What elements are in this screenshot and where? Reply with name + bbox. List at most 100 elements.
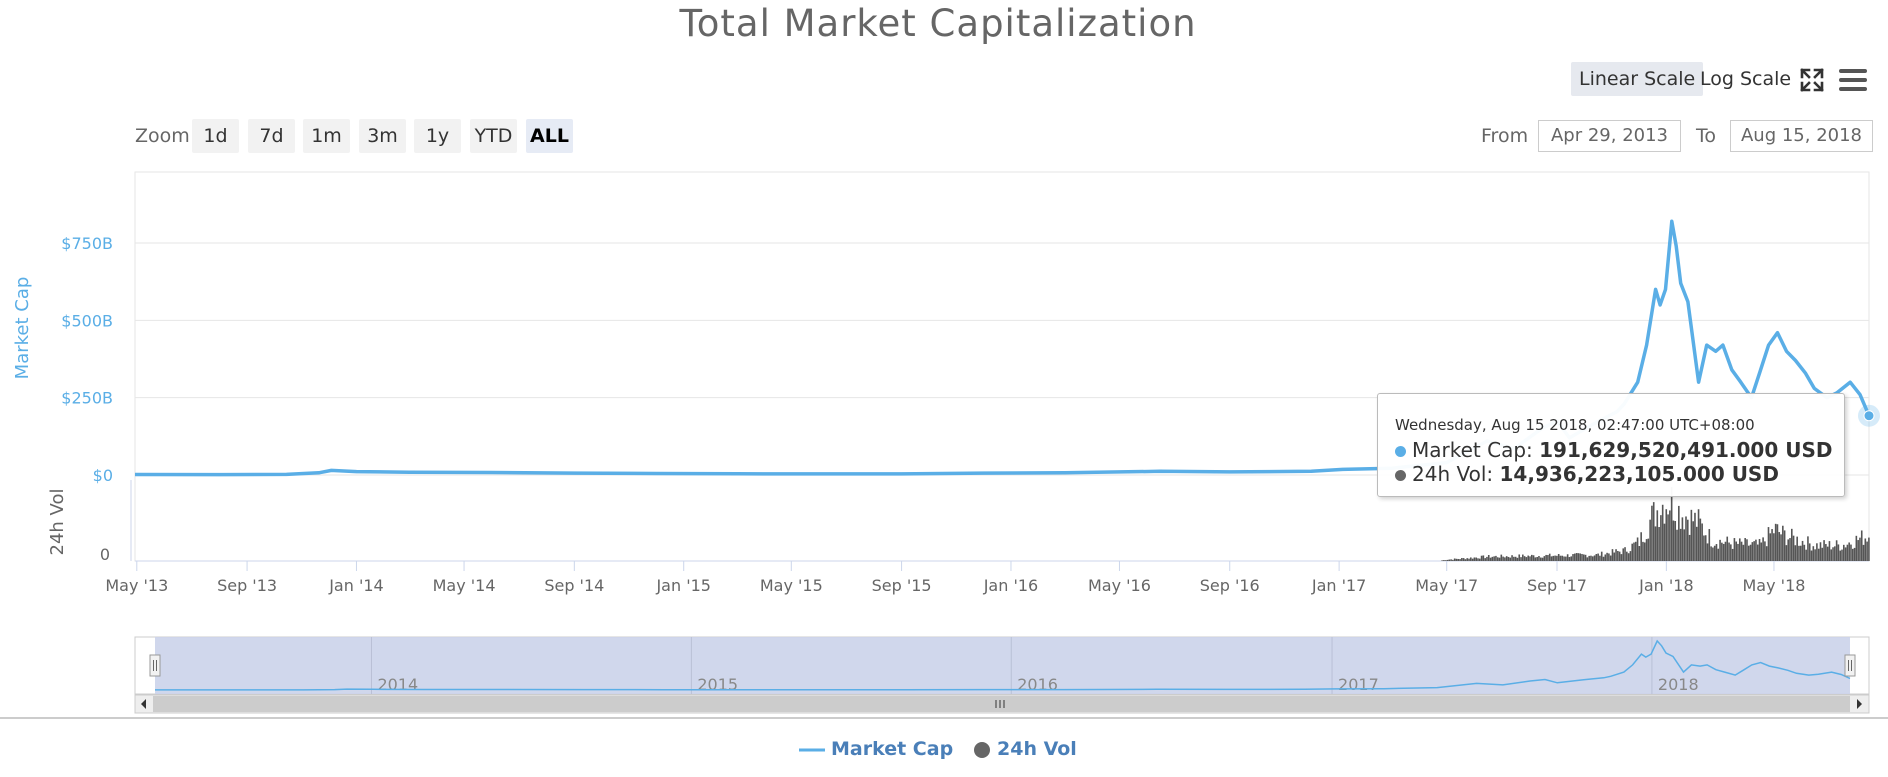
volume-bar bbox=[1514, 556, 1517, 561]
zoom-button-all[interactable]: ALL bbox=[526, 119, 573, 153]
volume-bar bbox=[1626, 551, 1628, 561]
volume-bar bbox=[1565, 556, 1567, 561]
linear-scale-button[interactable]: Linear Scale bbox=[1571, 62, 1704, 96]
volume-bar bbox=[1733, 538, 1736, 561]
volume-bar bbox=[1712, 547, 1714, 561]
volume-bar bbox=[1807, 536, 1809, 561]
volume-bar bbox=[1785, 545, 1788, 561]
legend-item-24h-vol[interactable]: 24h Vol bbox=[973, 738, 1077, 760]
volume-bar bbox=[1505, 556, 1508, 561]
volume-bar bbox=[1744, 538, 1746, 561]
volume-bar bbox=[1489, 557, 1492, 561]
volume-bar bbox=[1453, 558, 1456, 561]
volume-bar bbox=[1513, 556, 1515, 561]
volume-bar bbox=[1568, 557, 1571, 561]
volume-bar bbox=[1704, 535, 1707, 561]
x-tick-label: Jan '14 bbox=[328, 576, 384, 595]
zoom-button-1m[interactable]: 1m bbox=[303, 119, 350, 153]
volume-bar bbox=[1792, 535, 1795, 561]
y-tick-label-market-cap: $500B bbox=[61, 311, 113, 330]
volume-bar bbox=[1631, 543, 1634, 561]
volume-bar bbox=[1448, 559, 1451, 561]
volume-bar bbox=[1552, 555, 1555, 561]
volume-bar bbox=[1525, 557, 1528, 561]
x-tick-label: Jan '17 bbox=[1311, 576, 1367, 595]
volume-bar bbox=[1484, 558, 1486, 561]
volume-bar bbox=[1536, 557, 1538, 561]
volume-bar bbox=[1468, 558, 1470, 561]
volume-bar bbox=[1629, 551, 1632, 561]
volume-bar bbox=[1868, 537, 1870, 561]
navigator-handle[interactable] bbox=[149, 654, 161, 677]
volume-bar bbox=[1582, 554, 1585, 561]
volume-bar bbox=[1466, 558, 1469, 561]
plot-area-frame bbox=[134, 171, 1870, 562]
volume-bar bbox=[1486, 556, 1488, 561]
volume-bar bbox=[1523, 556, 1526, 561]
volume-bar bbox=[1728, 542, 1730, 561]
zoom-button-1d[interactable]: 1d bbox=[192, 119, 239, 153]
zoom-button-1y[interactable]: 1y bbox=[414, 119, 461, 153]
hamburger-menu-icon[interactable] bbox=[1839, 68, 1867, 92]
volume-bar bbox=[1828, 541, 1831, 561]
volume-bar bbox=[1764, 541, 1766, 561]
volume-bar bbox=[1771, 529, 1773, 561]
x-tick-label: May '13 bbox=[105, 576, 168, 595]
navigator-year-label: 2014 bbox=[377, 675, 418, 694]
volume-bar bbox=[1735, 541, 1738, 561]
volume-bar bbox=[1857, 540, 1859, 561]
volume-bar bbox=[1504, 557, 1506, 561]
volume-bar bbox=[1529, 556, 1531, 561]
volume-bar bbox=[1755, 539, 1757, 561]
volume-bar bbox=[1572, 554, 1574, 561]
volume-bar bbox=[1825, 544, 1827, 561]
tooltip-market-cap-row: Market Cap: 191,629,520,491.000 USD bbox=[1395, 438, 1832, 462]
volume-bar bbox=[1634, 541, 1637, 561]
volume-bar bbox=[1681, 517, 1684, 561]
volume-bar bbox=[1686, 519, 1689, 561]
volume-bar bbox=[1566, 554, 1569, 561]
zoom-button-ytd[interactable]: YTD bbox=[470, 119, 517, 153]
volume-bar bbox=[1803, 544, 1806, 561]
legend-item-market-cap[interactable]: Market Cap bbox=[799, 738, 953, 760]
navigator-scrollbar[interactable] bbox=[134, 694, 1870, 714]
volume-bar bbox=[1617, 550, 1619, 561]
volume-bar bbox=[1443, 560, 1445, 561]
volume-bar bbox=[1688, 534, 1691, 561]
x-tick-label: May '17 bbox=[1415, 576, 1478, 595]
volume-bar bbox=[1726, 536, 1729, 561]
volume-bar bbox=[1487, 555, 1490, 561]
volume-bar bbox=[1753, 541, 1755, 561]
volume-bar bbox=[1638, 546, 1641, 561]
volume-bar bbox=[1511, 555, 1513, 561]
volume-bar bbox=[1473, 557, 1476, 561]
volume-bars bbox=[1441, 487, 1870, 561]
volume-bar bbox=[1643, 542, 1646, 561]
volume-bar bbox=[1534, 557, 1537, 561]
volume-bar bbox=[1844, 547, 1847, 561]
volume-bar bbox=[1656, 510, 1659, 561]
navigator-handle[interactable] bbox=[1844, 654, 1856, 677]
volume-bar bbox=[1669, 510, 1671, 561]
volume-bar bbox=[1624, 547, 1626, 561]
volume-bar bbox=[1860, 530, 1863, 561]
y-axis-title-volume: 24h Vol bbox=[47, 489, 68, 556]
volume-bar bbox=[1846, 544, 1849, 561]
volume-bar bbox=[1758, 538, 1761, 561]
volume-bar bbox=[1774, 523, 1777, 561]
fullscreen-icon[interactable] bbox=[1800, 68, 1824, 92]
volume-bar bbox=[1717, 548, 1720, 561]
volume-bar bbox=[1595, 553, 1598, 561]
log-scale-button[interactable]: Log Scale bbox=[1700, 68, 1792, 90]
to-date-input[interactable]: Aug 15, 2018 bbox=[1730, 120, 1873, 152]
volume-bar bbox=[1450, 559, 1452, 561]
volume-bar bbox=[1520, 557, 1522, 561]
volume-bar bbox=[1660, 515, 1662, 561]
zoom-button-7d[interactable]: 7d bbox=[248, 119, 295, 153]
volume-bar bbox=[1471, 558, 1474, 561]
x-tick-label: Jan '18 bbox=[1638, 576, 1694, 595]
from-date-input[interactable]: Apr 29, 2013 bbox=[1538, 120, 1681, 152]
zoom-button-3m[interactable]: 3m bbox=[359, 119, 406, 153]
volume-bar bbox=[1676, 529, 1678, 561]
